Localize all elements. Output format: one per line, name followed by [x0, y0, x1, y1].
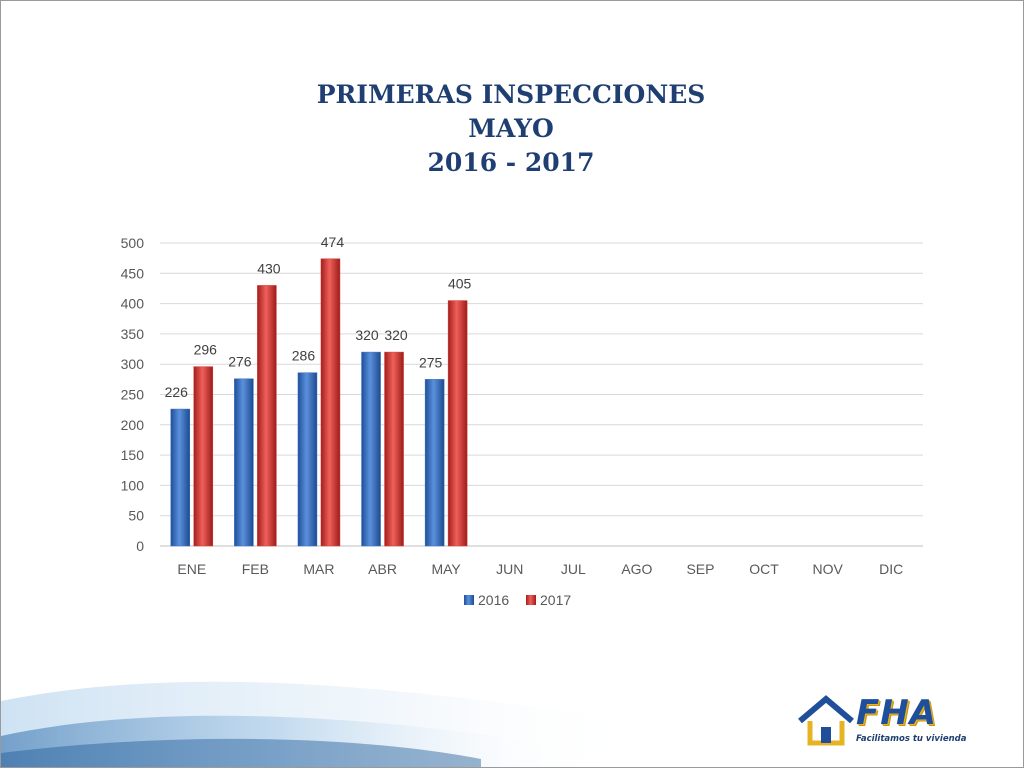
x-tick-label: ENE — [177, 561, 206, 577]
data-label: 226 — [165, 384, 189, 400]
x-tick-label: DIC — [879, 561, 903, 577]
bar-chart: 0 50 100 150 200 250 300 350 400 450 500 226 296 276… — [121, 234, 923, 608]
data-label: 276 — [228, 354, 252, 370]
x-tick-label: MAY — [431, 561, 461, 577]
bar-2017-may — [447, 300, 468, 547]
x-tick-label: AGO — [621, 561, 652, 577]
data-label: 430 — [257, 260, 281, 276]
y-tick-label: 50 — [128, 508, 144, 524]
data-label: 320 — [384, 327, 408, 343]
y-tick-label: 500 — [121, 235, 145, 251]
house-icon — [798, 695, 854, 746]
y-tick-label: 250 — [121, 387, 145, 403]
data-labels: 226 296 276 430 286 474 320 320 275 405 — [165, 234, 472, 400]
bar-2017-abr — [384, 351, 404, 547]
bar-2016-abr — [361, 351, 381, 547]
bars — [170, 258, 468, 547]
y-axis-ticks: 0 50 100 150 200 250 300 350 400 450 500 — [121, 235, 145, 554]
x-tick-label: OCT — [749, 561, 779, 577]
chart-title-line-3: 2016 - 2017 — [427, 148, 595, 177]
gridlines — [160, 242, 923, 547]
fha-logo: FHA Facilitamos tu vivienda — [796, 691, 1006, 751]
y-tick-label: 0 — [136, 538, 144, 554]
data-label: 405 — [448, 276, 472, 292]
data-label: 474 — [321, 234, 345, 250]
x-tick-label: JUL — [561, 561, 586, 577]
bar-2016-feb — [234, 378, 254, 547]
data-label: 286 — [292, 348, 316, 364]
y-tick-label: 100 — [121, 477, 145, 493]
data-label: 296 — [194, 342, 218, 358]
data-label: 320 — [355, 327, 379, 343]
x-tick-label: ABR — [368, 561, 397, 577]
legend-swatch-2016 — [464, 595, 474, 605]
bar-2017-feb — [257, 285, 277, 547]
bar-2017-ene — [193, 366, 214, 547]
x-tick-label: MAR — [303, 561, 334, 577]
legend-swatch-2017 — [526, 595, 536, 605]
y-tick-label: 400 — [121, 296, 145, 312]
x-tick-label: NOV — [812, 561, 843, 577]
x-tick-label: SEP — [686, 561, 714, 577]
legend-label: 2016 — [478, 592, 509, 608]
chart-title-line-1: PRIMERAS INSPECCIONES — [316, 80, 706, 109]
bar-2016-mar — [297, 372, 318, 547]
x-tick-label: FEB — [242, 561, 269, 577]
y-tick-label: 150 — [121, 447, 145, 463]
y-tick-label: 350 — [121, 326, 145, 342]
y-tick-label: 200 — [121, 417, 145, 433]
bar-2016-ene — [170, 408, 191, 547]
legend: 2016 2017 — [464, 592, 571, 608]
y-tick-label: 300 — [121, 356, 145, 372]
bar-2016-may — [424, 379, 445, 547]
bar-2017-mar — [320, 258, 341, 547]
chart-title-line-2: MAYO — [468, 114, 554, 143]
x-tick-label: JUN — [496, 561, 523, 577]
data-label: 275 — [419, 354, 443, 370]
logo-text: FHA — [856, 693, 937, 733]
logo-tagline: Facilitamos tu vivienda — [856, 734, 967, 744]
x-axis-ticks: ENE FEB MAR ABR MAY JUN JUL AGO SEP OCT NOV DIC — [177, 561, 903, 577]
legend-label: 2017 — [540, 592, 571, 608]
y-tick-label: 450 — [121, 265, 145, 281]
